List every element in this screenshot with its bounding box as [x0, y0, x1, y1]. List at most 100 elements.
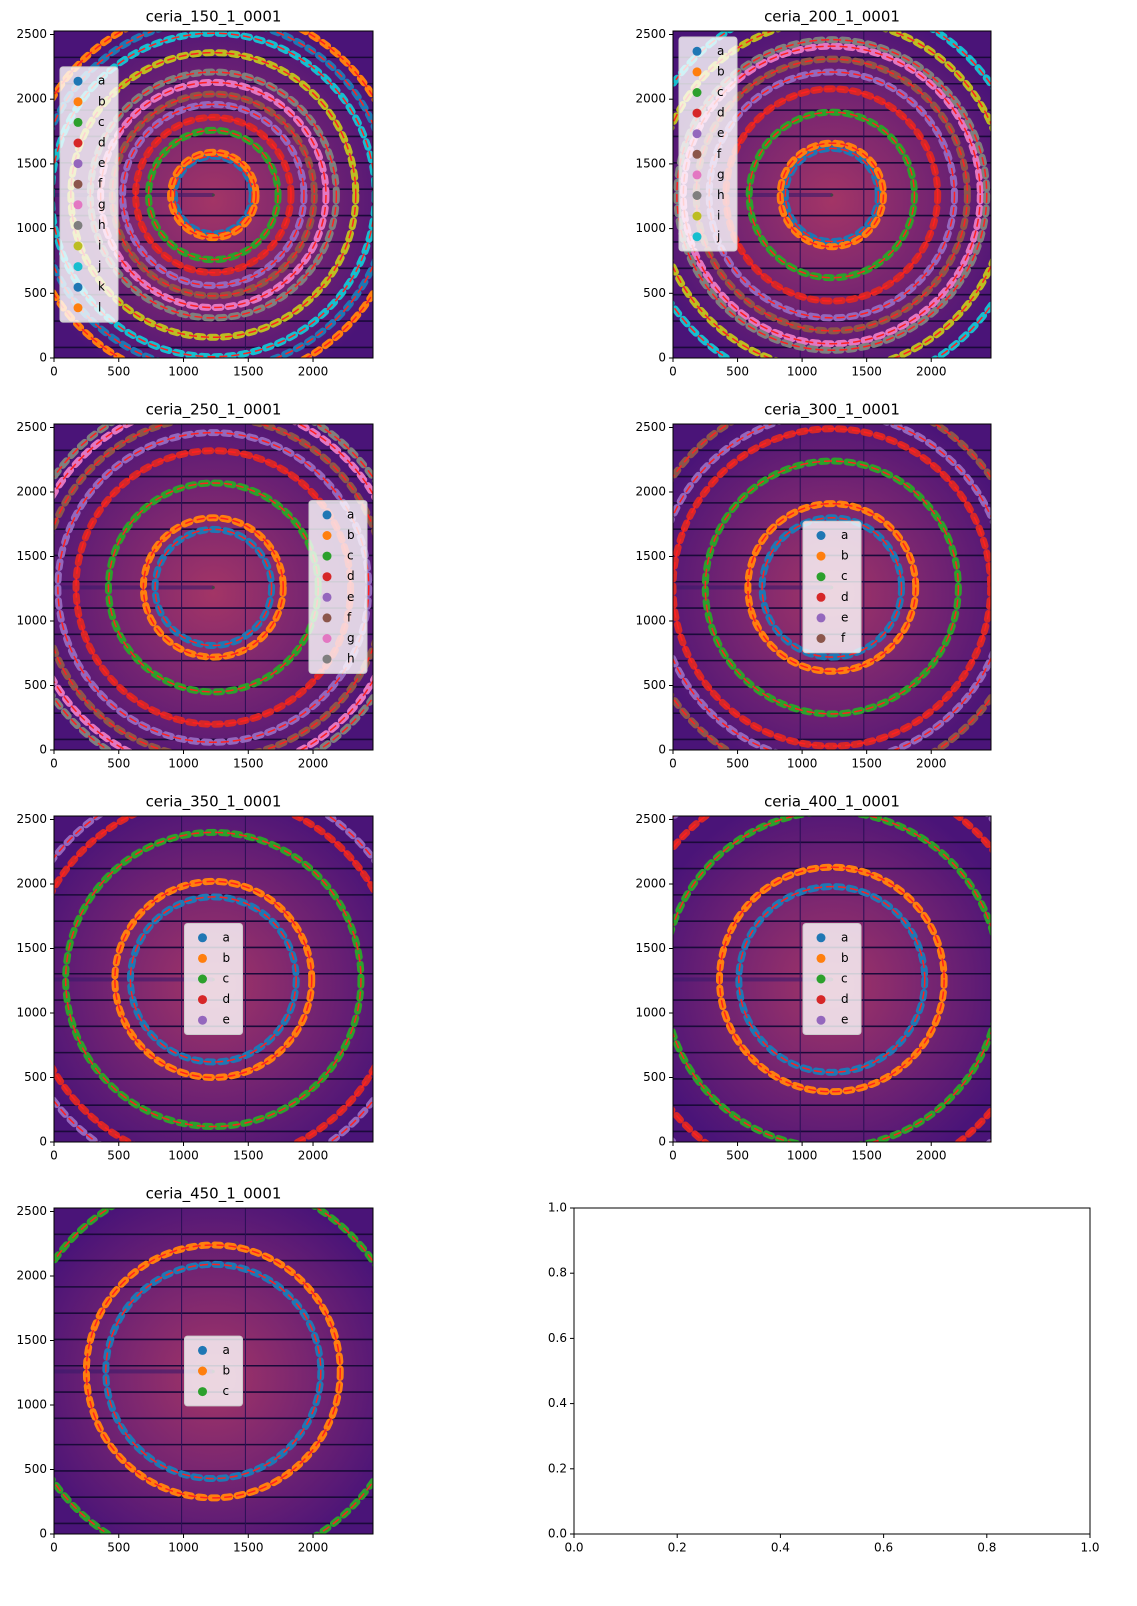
x-tick-label: 0.6 — [874, 1541, 893, 1555]
y-tick-label: 1000 — [16, 221, 47, 235]
ring-fit — [738, 885, 926, 1074]
legend-marker — [816, 995, 826, 1005]
x-tick-label: 1000 — [168, 757, 199, 771]
legend-label: e — [841, 610, 848, 624]
y-tick-label: 2500 — [635, 27, 666, 41]
x-tick-label: 500 — [107, 1541, 130, 1555]
legend-label: e — [98, 156, 105, 170]
ring-fit — [784, 147, 880, 243]
legend-label: d — [223, 992, 231, 1006]
y-tick-label: 2000 — [16, 484, 47, 498]
legend-marker — [322, 592, 332, 602]
legend-marker — [198, 1345, 207, 1355]
legend-label: b — [98, 94, 106, 108]
y-tick-label: 1000 — [635, 221, 666, 235]
legend-label: j — [716, 229, 720, 243]
x-tick-label: 500 — [726, 365, 749, 379]
axes-frame — [53, 815, 374, 1143]
ring-fit — [54, 32, 373, 358]
ring-fit — [85, 1244, 341, 1499]
legend-label: c — [98, 115, 105, 129]
y-tick-label: 0.8 — [548, 1266, 567, 1280]
y-tick-label: 2500 — [16, 812, 47, 826]
legend-label: a — [717, 44, 724, 58]
legend-marker — [692, 129, 702, 139]
axes-frame — [53, 30, 374, 359]
y-tick-label: 2000 — [635, 92, 666, 106]
ring-fit — [121, 103, 305, 287]
legend-marker — [816, 613, 826, 623]
panel-title: ceria_350_1_0001 — [146, 793, 282, 812]
legend-label: c — [841, 972, 848, 986]
legend-marker — [73, 76, 83, 86]
x-tick-label: 0 — [669, 1149, 677, 1163]
legend-box — [184, 1335, 243, 1407]
axes-frame — [53, 1207, 374, 1535]
legend-label: a — [841, 528, 848, 542]
legend-marker — [198, 1366, 207, 1376]
ring-fit — [676, 38, 988, 351]
legend-label: g — [717, 167, 725, 181]
legend-marker — [322, 654, 332, 664]
legend-box — [802, 520, 862, 654]
legend-label: h — [347, 652, 355, 666]
ring-fit — [779, 142, 885, 248]
x-tick-label: 1000 — [168, 1541, 199, 1555]
legend-label: d — [841, 590, 849, 604]
legend-marker — [198, 1015, 207, 1025]
axes-frame — [53, 423, 374, 751]
y-tick-label: 500 — [643, 286, 666, 300]
x-tick-label: 1500 — [851, 1149, 882, 1163]
ring-fit — [725, 88, 939, 302]
x-tick-label: 2000 — [916, 1149, 947, 1163]
legend-label: a — [223, 1343, 230, 1357]
legend-label: d — [717, 106, 725, 120]
legend-label: b — [347, 528, 355, 542]
y-tick-label: 0.2 — [548, 1461, 567, 1475]
legend-marker — [73, 117, 83, 127]
y-tick-label: 0 — [39, 1135, 47, 1149]
x-tick-label: 1000 — [168, 365, 199, 379]
y-tick-label: 500 — [24, 1070, 47, 1084]
legend-label: b — [223, 1364, 231, 1378]
legend-label: f — [98, 177, 103, 191]
legend-marker — [816, 551, 826, 561]
x-tick-label: 0 — [669, 365, 677, 379]
x-tick-label: 2000 — [916, 365, 947, 379]
y-tick-label: 0 — [658, 1135, 666, 1149]
y-tick-label: 1.0 — [548, 1201, 567, 1215]
ring-fit — [134, 116, 292, 274]
x-tick-label: 0.4 — [771, 1541, 790, 1555]
axes-frame — [672, 815, 992, 1143]
legend-marker — [198, 1387, 207, 1397]
beamstop — [673, 977, 832, 982]
legend-marker — [73, 303, 83, 313]
ring-fit — [704, 460, 960, 715]
y-tick-label: 0.0 — [548, 1527, 567, 1541]
legend-marker — [198, 995, 207, 1005]
ring-fit — [64, 831, 362, 1128]
beam-center — [830, 193, 834, 197]
panel-title: ceria_450_1_0001 — [146, 1185, 282, 1204]
ring-fit — [718, 866, 945, 1093]
legend-marker — [692, 67, 702, 77]
x-tick-label: 2000 — [298, 1541, 329, 1555]
y-tick-label: 2500 — [635, 812, 666, 826]
x-tick-label: 500 — [107, 757, 130, 771]
ring-fit — [173, 155, 253, 235]
y-tick-label: 500 — [24, 1462, 47, 1476]
y-tick-label: 2500 — [16, 27, 47, 41]
y-tick-label: 0 — [658, 743, 666, 757]
y-tick-label: 0.4 — [548, 1396, 567, 1410]
legend-marker — [73, 138, 83, 148]
axes-frame — [672, 423, 992, 751]
y-tick-label: 2000 — [16, 92, 47, 106]
